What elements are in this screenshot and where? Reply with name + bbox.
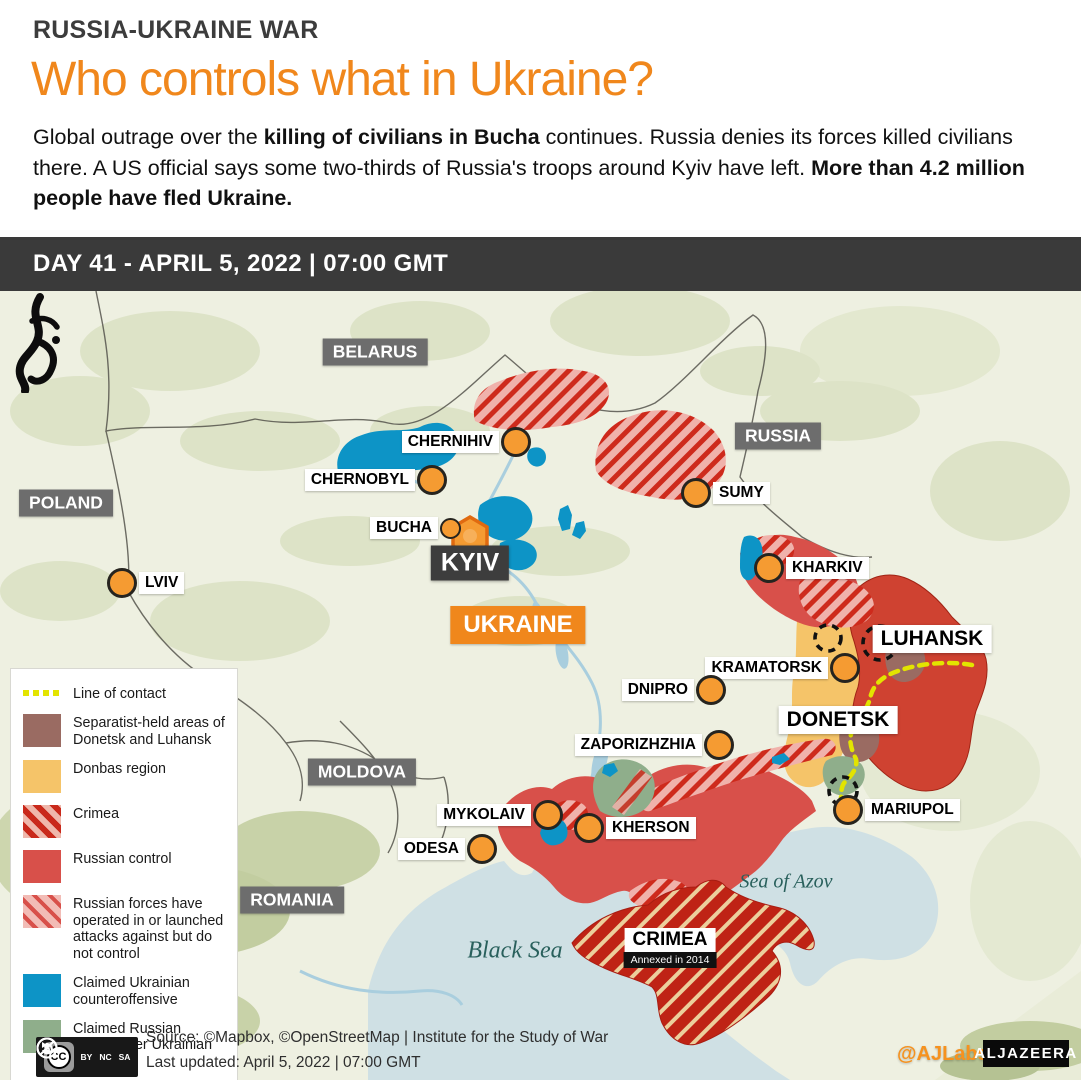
legend-item-separatist: Separatist-held areas of Donetsk and Luh…	[23, 714, 227, 748]
city-dot	[467, 834, 497, 864]
legend-label: Russian forces have operated in or launc…	[73, 896, 224, 962]
ajlabs-handle: @AJLabs	[897, 1043, 989, 1065]
region-label-donetsk: DONETSK	[778, 706, 898, 734]
kyiv-label: KYIV	[430, 545, 510, 581]
aljazeera-logo-icon	[15, 293, 60, 393]
legend-label: Claimed Ukrainian counteroffensive	[73, 975, 190, 1008]
city-label: SUMY	[713, 482, 770, 504]
city-dot	[501, 427, 531, 457]
donbas-region	[784, 588, 872, 788]
city-dot	[833, 795, 863, 825]
city-label: CHERNIHIV	[401, 431, 499, 453]
country-label-romania: ROMANIA	[240, 886, 344, 914]
legend-label: Crimea	[73, 806, 120, 823]
crimea-label: CRIMEA	[624, 928, 716, 952]
cc-sa-label: SA	[118, 1052, 131, 1063]
intro-bold: More than 4.2 million people have fled U…	[33, 155, 1025, 211]
cc-license-badge: CC BY $ NC SA	[36, 1037, 138, 1077]
page-title: Who controls what in Ukraine?	[31, 53, 654, 106]
city-dot	[681, 478, 711, 508]
city-label: BUCHA	[370, 517, 438, 539]
city-dot	[574, 813, 604, 843]
city-dot	[533, 800, 563, 830]
map-canvas: POLAND BELARUS RUSSIA MOLDOVA ROMANIA UK…	[0, 291, 1081, 1080]
counteroffensive-swatch	[23, 974, 61, 1008]
date-banner-text: DAY 41 - APRIL 5, 2022 | 07:00 GMT	[33, 250, 449, 277]
intro-paragraph: Global outrage over the killing of civil…	[33, 122, 1051, 214]
kicker: RUSSIA-UKRAINE WAR	[33, 16, 319, 44]
country-label-russia: RUSSIA	[734, 422, 822, 450]
legend-label: Separatist-held areas of Donetsk and Luh…	[73, 715, 225, 748]
separatist-swatch	[23, 714, 61, 748]
date-banner: DAY 41 - APRIL 5, 2022 | 07:00 GMT	[0, 237, 1081, 291]
city-dot	[107, 568, 137, 598]
sea-label-azov: Sea of Azov	[739, 870, 833, 893]
city-label: KHARKIV	[786, 557, 869, 579]
crimea-note: Annexed in 2014	[623, 952, 717, 968]
legend-item-russian-control: Russian control	[23, 850, 227, 884]
legend-label: Donbas region	[73, 761, 166, 778]
cc-sa-icon: SA	[36, 1037, 131, 1063]
line-of-contact-swatch	[23, 690, 61, 696]
cc-by-icon: BY	[36, 1037, 93, 1063]
russian-control-swatch	[23, 850, 61, 884]
cc-by-label: BY	[80, 1052, 93, 1063]
city-dot	[830, 653, 860, 683]
country-label-belarus: BELARUS	[322, 338, 428, 366]
intro-text: Global outrage over the	[33, 125, 264, 149]
city-dot	[440, 518, 461, 539]
city-dot	[417, 465, 447, 495]
country-label-poland: POLAND	[19, 489, 113, 517]
donbas-swatch	[23, 760, 61, 794]
updated-line: Last updated: April 5, 2022 | 07:00 GMT	[146, 1054, 421, 1071]
city-label: MYKOLAIV	[437, 804, 531, 826]
sea-of-azov-water	[712, 826, 939, 987]
legend-item-donbas: Donbas region	[23, 760, 227, 794]
operated-swatch	[23, 895, 61, 929]
city-dot	[704, 730, 734, 760]
city-label: MARIUPOL	[865, 799, 960, 821]
crimea-label-group: CRIMEA Annexed in 2014	[623, 928, 717, 968]
sea-label-black-sea: Black Sea	[467, 937, 563, 964]
map-legend: Line of contact Separatist-held areas of…	[10, 668, 238, 1080]
region-label-luhansk: LUHANSK	[872, 625, 992, 653]
city-dot	[696, 675, 726, 705]
city-label: CHERNOBYL	[304, 469, 415, 491]
city-label: LVIV	[139, 572, 185, 594]
legend-item-counteroffensive: Claimed Ukrainian counteroffensive	[23, 974, 227, 1008]
legend-item-line-of-contact: Line of contact	[23, 685, 227, 702]
cc-nc-label: NC	[99, 1052, 112, 1063]
city-dot	[754, 553, 784, 583]
legend-label: Russian control	[73, 851, 172, 868]
city-label: ODESA	[397, 838, 465, 860]
country-label-moldova: MOLDOVA	[307, 758, 417, 786]
legend-item-operated: Russian forces have operated in or launc…	[23, 895, 227, 962]
crimea-swatch	[23, 805, 61, 839]
cc-nc-icon: $ NC	[36, 1037, 112, 1063]
aljazeera-wordmark: ALJAZEERA	[974, 1040, 1076, 1067]
city-label: KHERSON	[606, 817, 696, 839]
ukraine-label: UKRAINE	[450, 606, 586, 644]
intro-bold: killing of civilians in Bucha	[263, 125, 540, 149]
source-line: Source: ©Mapbox, ©OpenStreetMap | Instit…	[146, 1029, 609, 1046]
intro-text: continues. Russia denies its forces kill…	[33, 125, 1013, 180]
city-label: KRAMATORSK	[705, 657, 828, 679]
legend-label: Line of contact	[73, 686, 166, 702]
city-label: DNIPRO	[621, 679, 694, 701]
city-label: ZAPORIZHZHIA	[574, 734, 702, 756]
legend-item-crimea: Crimea	[23, 805, 227, 839]
